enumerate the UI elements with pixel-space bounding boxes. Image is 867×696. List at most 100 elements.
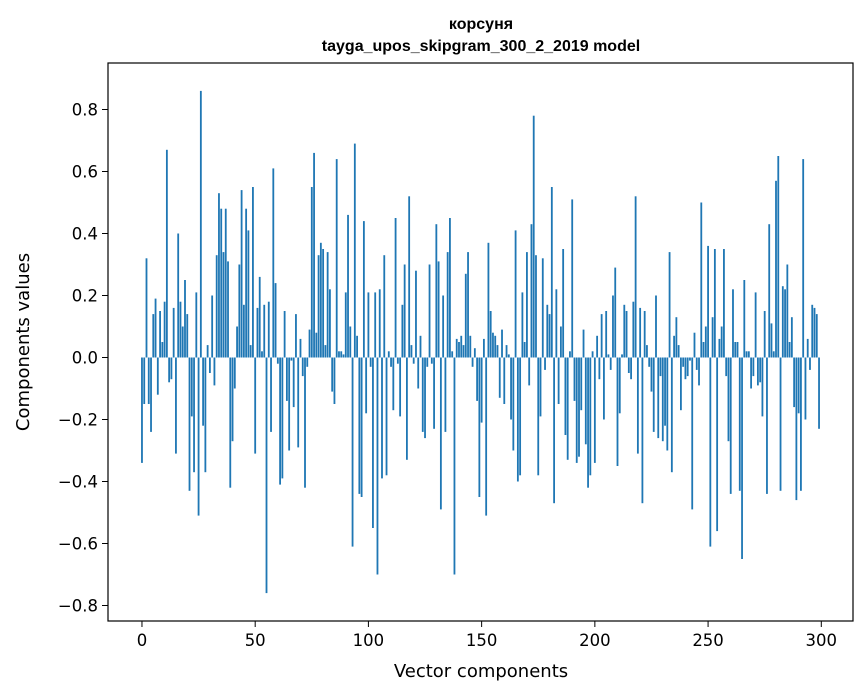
x-tick-label: 50 bbox=[245, 631, 266, 650]
bar-80 bbox=[322, 249, 325, 358]
bar-89 bbox=[342, 354, 345, 358]
bar-263 bbox=[736, 342, 739, 358]
bar-172 bbox=[530, 224, 533, 358]
bar-154 bbox=[489, 311, 492, 358]
bar-26 bbox=[199, 90, 202, 358]
bar-266 bbox=[743, 280, 746, 358]
bar-289 bbox=[795, 357, 798, 501]
bar-10 bbox=[163, 301, 166, 358]
bar-130 bbox=[435, 224, 438, 358]
bar-48 bbox=[249, 345, 252, 358]
bar-212 bbox=[621, 354, 623, 358]
bar-283 bbox=[781, 286, 784, 358]
bar-59 bbox=[274, 283, 277, 358]
bar-273 bbox=[759, 357, 762, 383]
y-axis-label: Components values bbox=[13, 253, 34, 431]
bar-85 bbox=[333, 357, 336, 404]
bar-60 bbox=[276, 357, 279, 364]
bar-251 bbox=[709, 357, 712, 547]
bar-299 bbox=[818, 357, 820, 429]
x-tick-label: 150 bbox=[466, 631, 498, 650]
bar-2 bbox=[145, 258, 148, 358]
bar-111 bbox=[392, 357, 395, 411]
bar-282 bbox=[779, 357, 782, 491]
bar-280 bbox=[775, 180, 777, 358]
bar-93 bbox=[351, 357, 354, 547]
bar-100 bbox=[367, 292, 370, 358]
bar-190 bbox=[571, 199, 574, 358]
bar-259 bbox=[727, 357, 730, 442]
bar-245 bbox=[695, 357, 698, 370]
bar-165 bbox=[514, 230, 517, 358]
bar-78 bbox=[317, 255, 320, 358]
bar-229 bbox=[659, 357, 662, 377]
bar-49 bbox=[252, 187, 254, 358]
bar-92 bbox=[349, 326, 352, 358]
bar-181 bbox=[550, 187, 553, 358]
bar-9 bbox=[161, 342, 164, 358]
bar-223 bbox=[646, 345, 648, 358]
bar-107 bbox=[383, 255, 386, 358]
bar-188 bbox=[566, 357, 569, 460]
bar-139 bbox=[455, 338, 458, 358]
bar-147 bbox=[473, 348, 476, 358]
bar-178 bbox=[544, 357, 546, 370]
bar-141 bbox=[460, 335, 463, 358]
bar-207 bbox=[609, 357, 612, 370]
bar-88 bbox=[340, 351, 343, 358]
bar-204 bbox=[603, 357, 605, 420]
bar-44 bbox=[240, 190, 243, 358]
bar-13 bbox=[170, 357, 173, 380]
bar-82 bbox=[326, 252, 329, 358]
bar-184 bbox=[557, 357, 560, 404]
bar-40 bbox=[231, 357, 234, 442]
bar-169 bbox=[523, 342, 526, 358]
bar-288 bbox=[793, 357, 796, 408]
bar-104 bbox=[376, 357, 379, 575]
bar-279 bbox=[772, 351, 775, 358]
bar-262 bbox=[734, 342, 737, 358]
bar-176 bbox=[539, 357, 542, 417]
bar-53 bbox=[261, 351, 263, 358]
bar-52 bbox=[258, 276, 261, 358]
bar-39 bbox=[229, 357, 232, 488]
y-tick-label: 0.8 bbox=[72, 101, 98, 120]
bar-294 bbox=[806, 338, 809, 358]
bar-15 bbox=[175, 357, 177, 454]
bar-210 bbox=[616, 357, 619, 466]
bar-5 bbox=[152, 314, 155, 358]
bar-213 bbox=[623, 304, 626, 358]
bar-284 bbox=[784, 289, 786, 358]
bar-24 bbox=[195, 292, 198, 358]
bar-102 bbox=[372, 357, 374, 528]
bar-20 bbox=[186, 314, 189, 358]
bar-108 bbox=[385, 357, 388, 476]
bar-192 bbox=[575, 357, 578, 463]
bar-257 bbox=[723, 249, 725, 358]
bar-148 bbox=[476, 357, 479, 401]
bar-12 bbox=[168, 357, 171, 383]
bar-127 bbox=[428, 264, 431, 358]
bar-182 bbox=[553, 357, 555, 504]
bar-70 bbox=[299, 338, 302, 358]
bar-67 bbox=[292, 357, 295, 408]
bar-79 bbox=[319, 242, 322, 358]
bar-116 bbox=[403, 264, 406, 358]
bar-224 bbox=[648, 357, 651, 367]
bar-124 bbox=[421, 357, 424, 432]
bar-269 bbox=[750, 357, 752, 389]
bar-76 bbox=[313, 152, 315, 358]
y-tick-label: −0.2 bbox=[58, 411, 98, 430]
bar-258 bbox=[725, 357, 728, 377]
bar-1 bbox=[143, 357, 146, 404]
bar-42 bbox=[236, 326, 238, 358]
bar-27 bbox=[202, 357, 205, 426]
bar-180 bbox=[548, 314, 551, 358]
bar-123 bbox=[419, 335, 422, 358]
bar-152 bbox=[485, 357, 488, 516]
bar-134 bbox=[444, 357, 447, 432]
bar-160 bbox=[503, 357, 506, 404]
bar-187 bbox=[564, 357, 567, 435]
bar-112 bbox=[394, 218, 397, 358]
bar-285 bbox=[786, 264, 789, 358]
